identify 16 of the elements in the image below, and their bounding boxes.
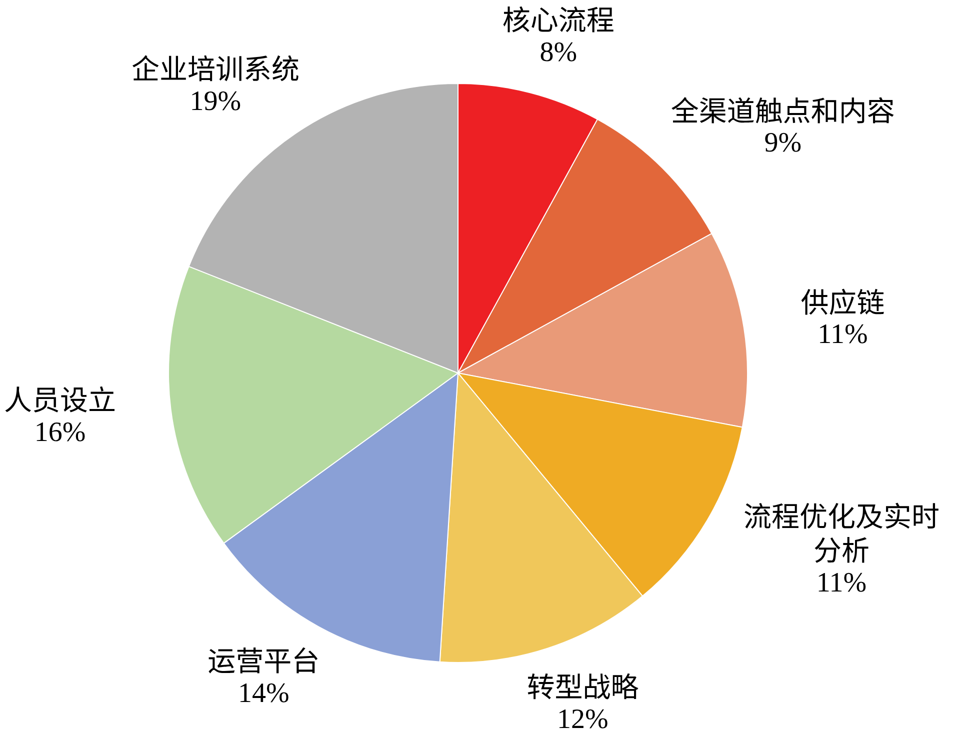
data-label: 9% [764, 128, 802, 159]
slice-label: 运营平台 [208, 640, 320, 680]
data-label: 14% [238, 678, 290, 709]
slice-label: 核心流程 [502, 0, 614, 40]
data-label: 11% [816, 567, 867, 598]
data-label: 16% [34, 416, 86, 448]
slice-label: 流程优化及实时分析 [743, 496, 940, 570]
slice-label: 供应链 [800, 281, 885, 322]
slice-label: 企业培训系统 [131, 48, 300, 88]
data-label: 8% [540, 36, 578, 68]
slice-label: 人员设立 [4, 379, 116, 420]
data-label: 11% [818, 319, 868, 350]
data-label: 12% [557, 704, 608, 735]
slice-label: 转型战略 [526, 666, 639, 706]
slice-label: 全渠道触点和内容 [670, 90, 895, 130]
data-label: 19% [190, 86, 242, 117]
